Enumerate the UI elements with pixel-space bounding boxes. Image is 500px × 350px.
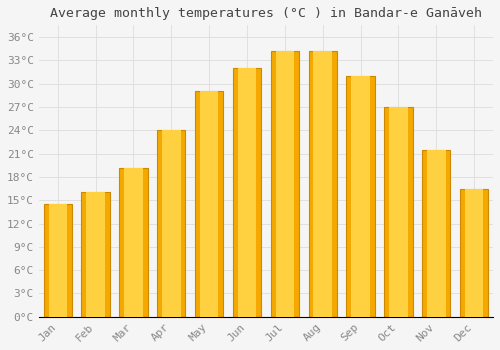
Bar — [384, 107, 412, 317]
Bar — [44, 204, 72, 317]
Bar — [233, 68, 261, 317]
Bar — [82, 193, 110, 317]
Bar — [422, 150, 450, 317]
Bar — [346, 76, 375, 317]
Bar — [48, 204, 67, 317]
Bar — [238, 68, 256, 317]
Bar — [389, 107, 407, 317]
Bar — [119, 168, 148, 317]
Bar — [276, 51, 294, 317]
Bar — [352, 76, 370, 317]
Title: Average monthly temperatures (°C ) in Bandar-e Ganāveh: Average monthly temperatures (°C ) in Ba… — [50, 7, 482, 20]
Bar — [427, 150, 446, 317]
Bar — [162, 130, 180, 317]
Bar — [86, 193, 105, 317]
Bar — [157, 130, 186, 317]
Bar — [124, 168, 142, 317]
Bar — [460, 189, 488, 317]
Bar — [308, 51, 337, 317]
Bar — [270, 51, 299, 317]
Bar — [200, 91, 218, 317]
Bar — [465, 189, 483, 317]
Bar — [314, 51, 332, 317]
Bar — [195, 91, 224, 317]
